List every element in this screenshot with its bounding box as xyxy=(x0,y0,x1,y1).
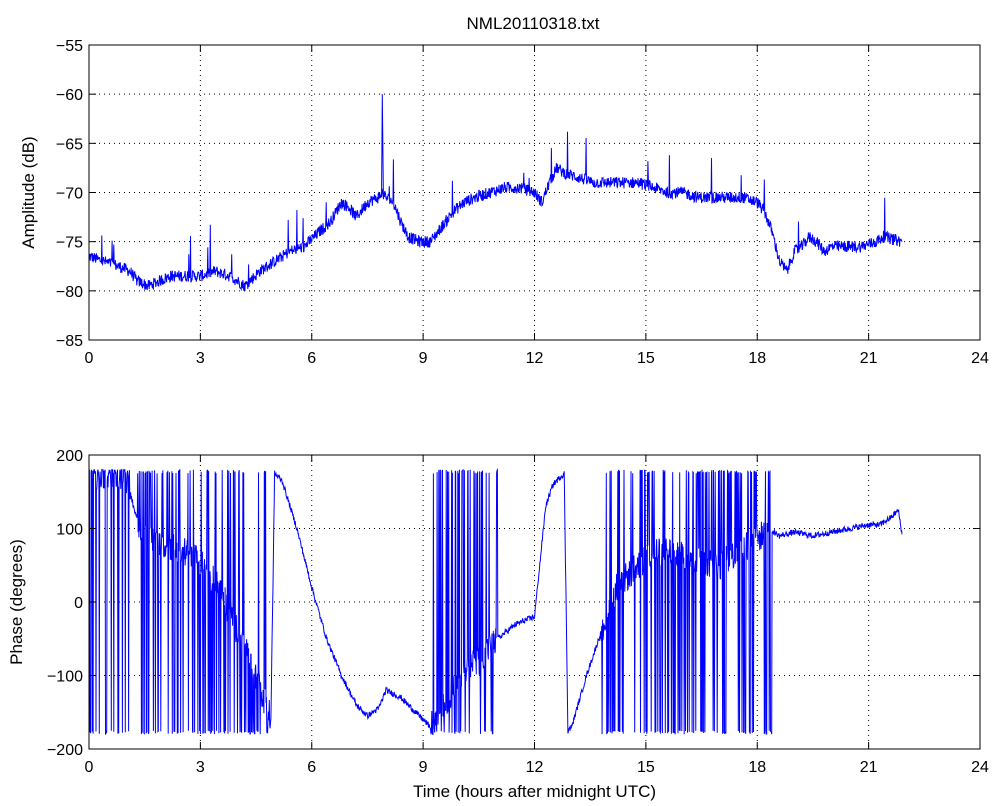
y-tick-label: −100 xyxy=(47,669,83,686)
x-tick-label: 12 xyxy=(526,759,544,776)
amplitude-y-axis-label: Amplitude (dB) xyxy=(19,136,38,248)
phase-x-axis-label: Time (hours after midnight UTC) xyxy=(413,782,656,801)
x-tick-label: 3 xyxy=(196,350,205,367)
y-tick-label: −200 xyxy=(47,742,83,759)
x-tick-label: 24 xyxy=(971,350,989,367)
y-tick-label: −60 xyxy=(56,87,83,104)
spike-mark xyxy=(381,94,384,198)
y-tick-label: −70 xyxy=(56,186,83,203)
y-tick-label: −75 xyxy=(56,235,83,252)
x-tick-label: 24 xyxy=(971,759,989,776)
x-tick-label: 18 xyxy=(748,759,766,776)
y-tick-label: 0 xyxy=(74,595,83,612)
y-tick-label: −65 xyxy=(56,136,83,153)
phase-ticks: 0 3 6 9 12 15 18 21 24 −200 −100 0 100 200 xyxy=(47,448,989,776)
phase-y-axis-label: Phase (degrees) xyxy=(7,539,26,665)
phase-series xyxy=(88,468,903,736)
x-tick-label: 21 xyxy=(860,759,878,776)
x-tick-label: 12 xyxy=(526,350,544,367)
phase-panel: 0 3 6 9 12 15 18 21 24 −200 −100 0 100 200 Phase (deg… xyxy=(7,448,989,801)
series-line xyxy=(88,131,903,292)
series-line xyxy=(88,468,903,736)
y-tick-label: 200 xyxy=(56,448,83,465)
y-tick-label: 100 xyxy=(56,522,83,539)
amplitude-panel: 0 3 6 9 12 15 18 21 24 −85 −80 −75 −70 −65 −60 −55 Ampl… xyxy=(19,38,989,367)
y-tick-label: −85 xyxy=(56,333,83,350)
x-tick-label: 0 xyxy=(85,759,94,776)
y-tick-label: −80 xyxy=(56,284,83,301)
y-tick-label: −55 xyxy=(56,38,83,55)
x-tick-label: 6 xyxy=(307,759,316,776)
x-tick-label: 15 xyxy=(637,759,655,776)
x-tick-label: 9 xyxy=(419,350,428,367)
x-tick-label: 3 xyxy=(196,759,205,776)
x-tick-label: 0 xyxy=(85,350,94,367)
x-tick-label: 9 xyxy=(419,759,428,776)
x-tick-label: 18 xyxy=(748,350,766,367)
x-tick-label: 15 xyxy=(637,350,655,367)
x-tick-label: 21 xyxy=(860,350,878,367)
x-tick-label: 6 xyxy=(307,350,316,367)
chart-title: NML20110318.txt xyxy=(467,14,600,33)
amplitude-series xyxy=(88,94,903,292)
amplitude-ticks: 0 3 6 9 12 15 18 21 24 −85 −80 −75 −70 −65 −60 −55 xyxy=(56,38,989,367)
